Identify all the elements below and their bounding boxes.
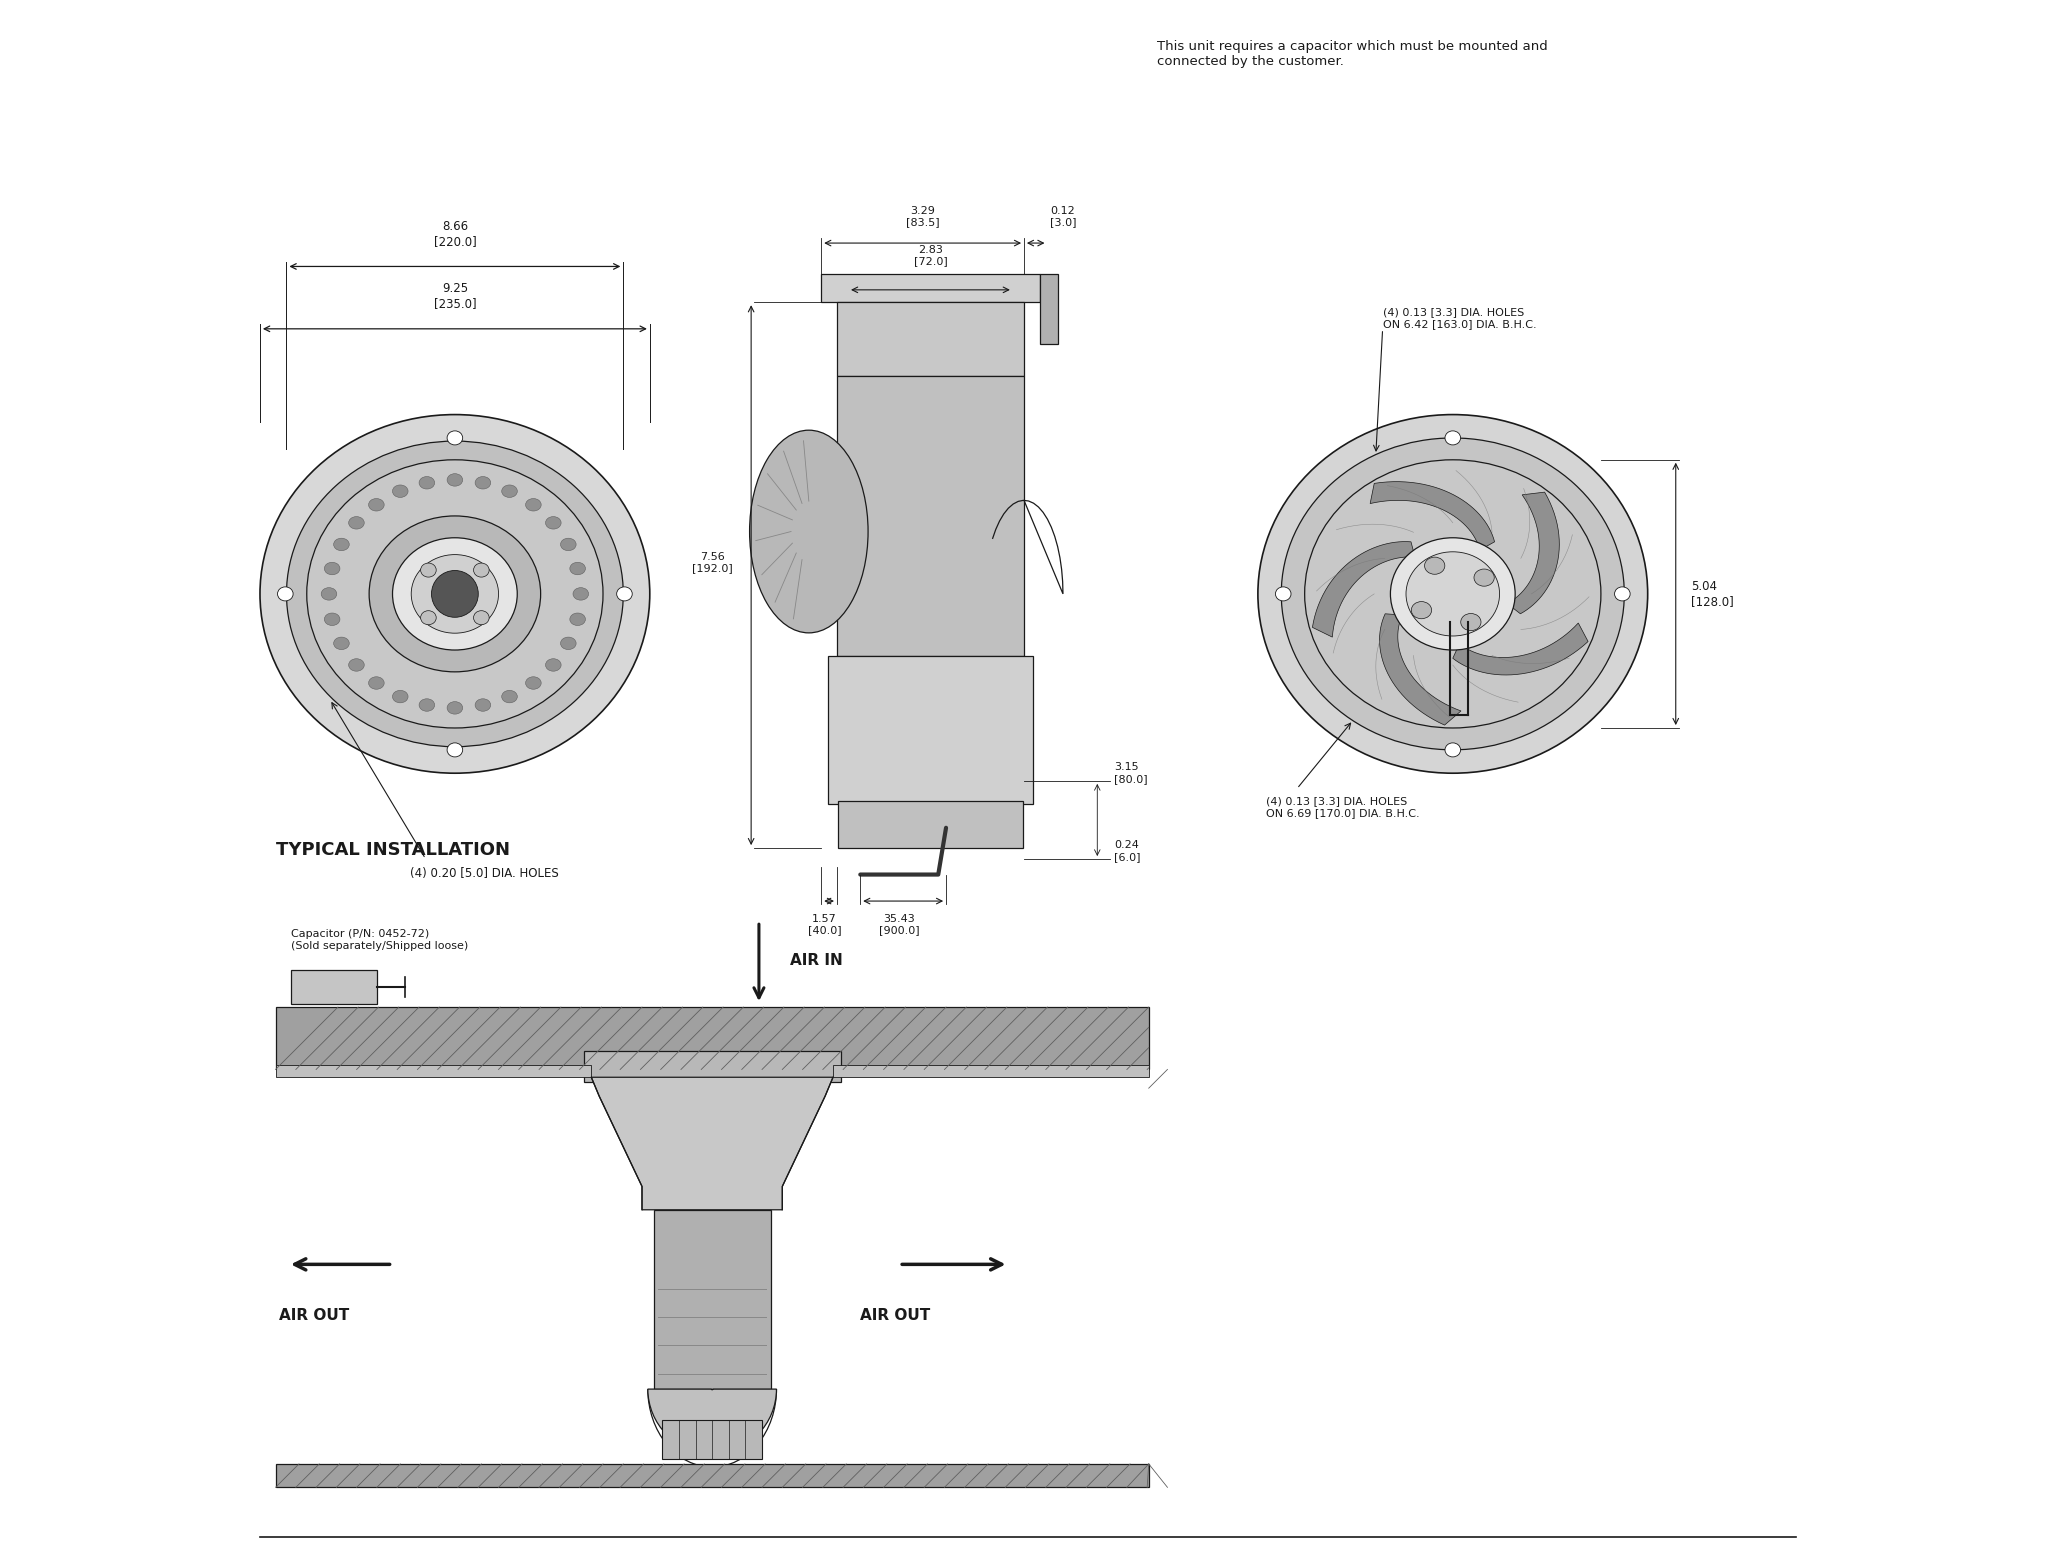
Bar [276,1065,592,1078]
Wedge shape [647,1389,776,1453]
Bar [838,375,1024,656]
Ellipse shape [616,587,633,601]
Polygon shape [1380,614,1460,725]
Ellipse shape [1276,587,1290,601]
Bar [276,1007,1149,1070]
Ellipse shape [446,744,463,758]
Bar [584,1051,842,1082]
Ellipse shape [307,459,602,728]
Ellipse shape [348,517,365,530]
Ellipse shape [446,701,463,714]
Ellipse shape [1411,601,1432,619]
Ellipse shape [393,537,518,650]
Bar [276,1464,1149,1487]
Ellipse shape [545,517,561,530]
Ellipse shape [1460,614,1481,631]
Ellipse shape [322,587,336,600]
Ellipse shape [432,570,479,617]
Text: (4) 0.13 [3.3] DIA. HOLES
ON 6.69 [170.0] DIA. B.H.C.: (4) 0.13 [3.3] DIA. HOLES ON 6.69 [170.0… [1266,797,1419,818]
Ellipse shape [561,539,575,551]
Text: This unit requires a capacitor which must be mounted and
connected by the custom: This unit requires a capacitor which mus… [1157,41,1548,69]
Bar [653,1211,770,1389]
Polygon shape [1370,481,1495,550]
Text: 0.12
[3.0]: 0.12 [3.0] [1051,206,1077,228]
Text: 7.56
[192.0]: 7.56 [192.0] [692,551,733,573]
Text: 35.43
[900.0]: 35.43 [900.0] [879,914,920,936]
Text: 2.83
[72.0]: 2.83 [72.0] [913,245,948,267]
Ellipse shape [446,431,463,445]
Text: 0.24
[6.0]: 0.24 [6.0] [1114,840,1141,862]
Text: 5.04
[128.0]: 5.04 [128.0] [1692,580,1735,608]
Text: (4) 0.20 [5.0] DIA. HOLES: (4) 0.20 [5.0] DIA. HOLES [410,867,559,879]
Text: TYPICAL INSTALLATION: TYPICAL INSTALLATION [276,840,510,859]
Ellipse shape [473,611,489,625]
FancyBboxPatch shape [838,303,1024,375]
Ellipse shape [324,562,340,575]
Ellipse shape [1257,414,1649,773]
Polygon shape [1313,542,1415,637]
Ellipse shape [279,587,293,601]
Bar [1040,275,1059,344]
Text: 3.15
[80.0]: 3.15 [80.0] [1114,762,1149,784]
Ellipse shape [334,637,350,650]
Bar [838,801,1024,848]
Text: Capacitor (P/N: 0452-72)
(Sold separately/Shipped loose): Capacitor (P/N: 0452-72) (Sold separatel… [291,929,469,951]
Ellipse shape [475,698,492,711]
Bar [827,656,1034,804]
Ellipse shape [1446,431,1460,445]
Ellipse shape [420,698,434,711]
Ellipse shape [1425,558,1444,575]
Ellipse shape [420,562,436,576]
Ellipse shape [569,562,586,575]
Ellipse shape [1282,437,1624,750]
Ellipse shape [420,611,436,625]
Text: 8.66
[220.0]: 8.66 [220.0] [434,220,477,248]
Polygon shape [1452,623,1587,675]
Ellipse shape [1446,744,1460,758]
Ellipse shape [260,414,649,773]
Bar [834,1065,1149,1078]
Text: AIR OUT: AIR OUT [279,1307,348,1323]
Text: 9.25
[235.0]: 9.25 [235.0] [434,283,477,311]
Text: 3.29
[83.5]: 3.29 [83.5] [905,206,940,228]
Ellipse shape [369,498,385,511]
Bar [821,275,1040,303]
Ellipse shape [1475,569,1495,586]
Ellipse shape [526,676,541,689]
Ellipse shape [1407,551,1499,636]
Ellipse shape [324,612,340,625]
Ellipse shape [420,476,434,489]
Ellipse shape [473,562,489,576]
Ellipse shape [369,676,385,689]
Ellipse shape [393,690,408,703]
Ellipse shape [1614,587,1630,601]
Polygon shape [592,1078,834,1211]
Ellipse shape [569,612,586,625]
Bar [662,1420,762,1459]
Ellipse shape [526,498,541,511]
Text: (4) 0.13 [3.3] DIA. HOLES
ON 6.42 [163.0] DIA. B.H.C.: (4) 0.13 [3.3] DIA. HOLES ON 6.42 [163.0… [1382,308,1536,330]
Text: 1.57
[40.0]: 1.57 [40.0] [807,914,842,936]
Text: AIR OUT: AIR OUT [860,1307,930,1323]
Ellipse shape [561,637,575,650]
Ellipse shape [502,690,518,703]
Ellipse shape [412,555,498,633]
Ellipse shape [446,473,463,486]
Ellipse shape [573,587,588,600]
Ellipse shape [393,484,408,497]
Ellipse shape [1305,459,1602,728]
Text: AIR IN: AIR IN [791,953,844,968]
Ellipse shape [1391,537,1516,650]
Ellipse shape [502,484,518,497]
Bar [291,970,377,1004]
Ellipse shape [475,476,492,489]
Ellipse shape [287,440,623,747]
Ellipse shape [348,659,365,672]
Polygon shape [1507,492,1559,614]
Ellipse shape [750,430,868,633]
Ellipse shape [369,515,541,672]
Ellipse shape [334,539,350,551]
Ellipse shape [545,659,561,672]
